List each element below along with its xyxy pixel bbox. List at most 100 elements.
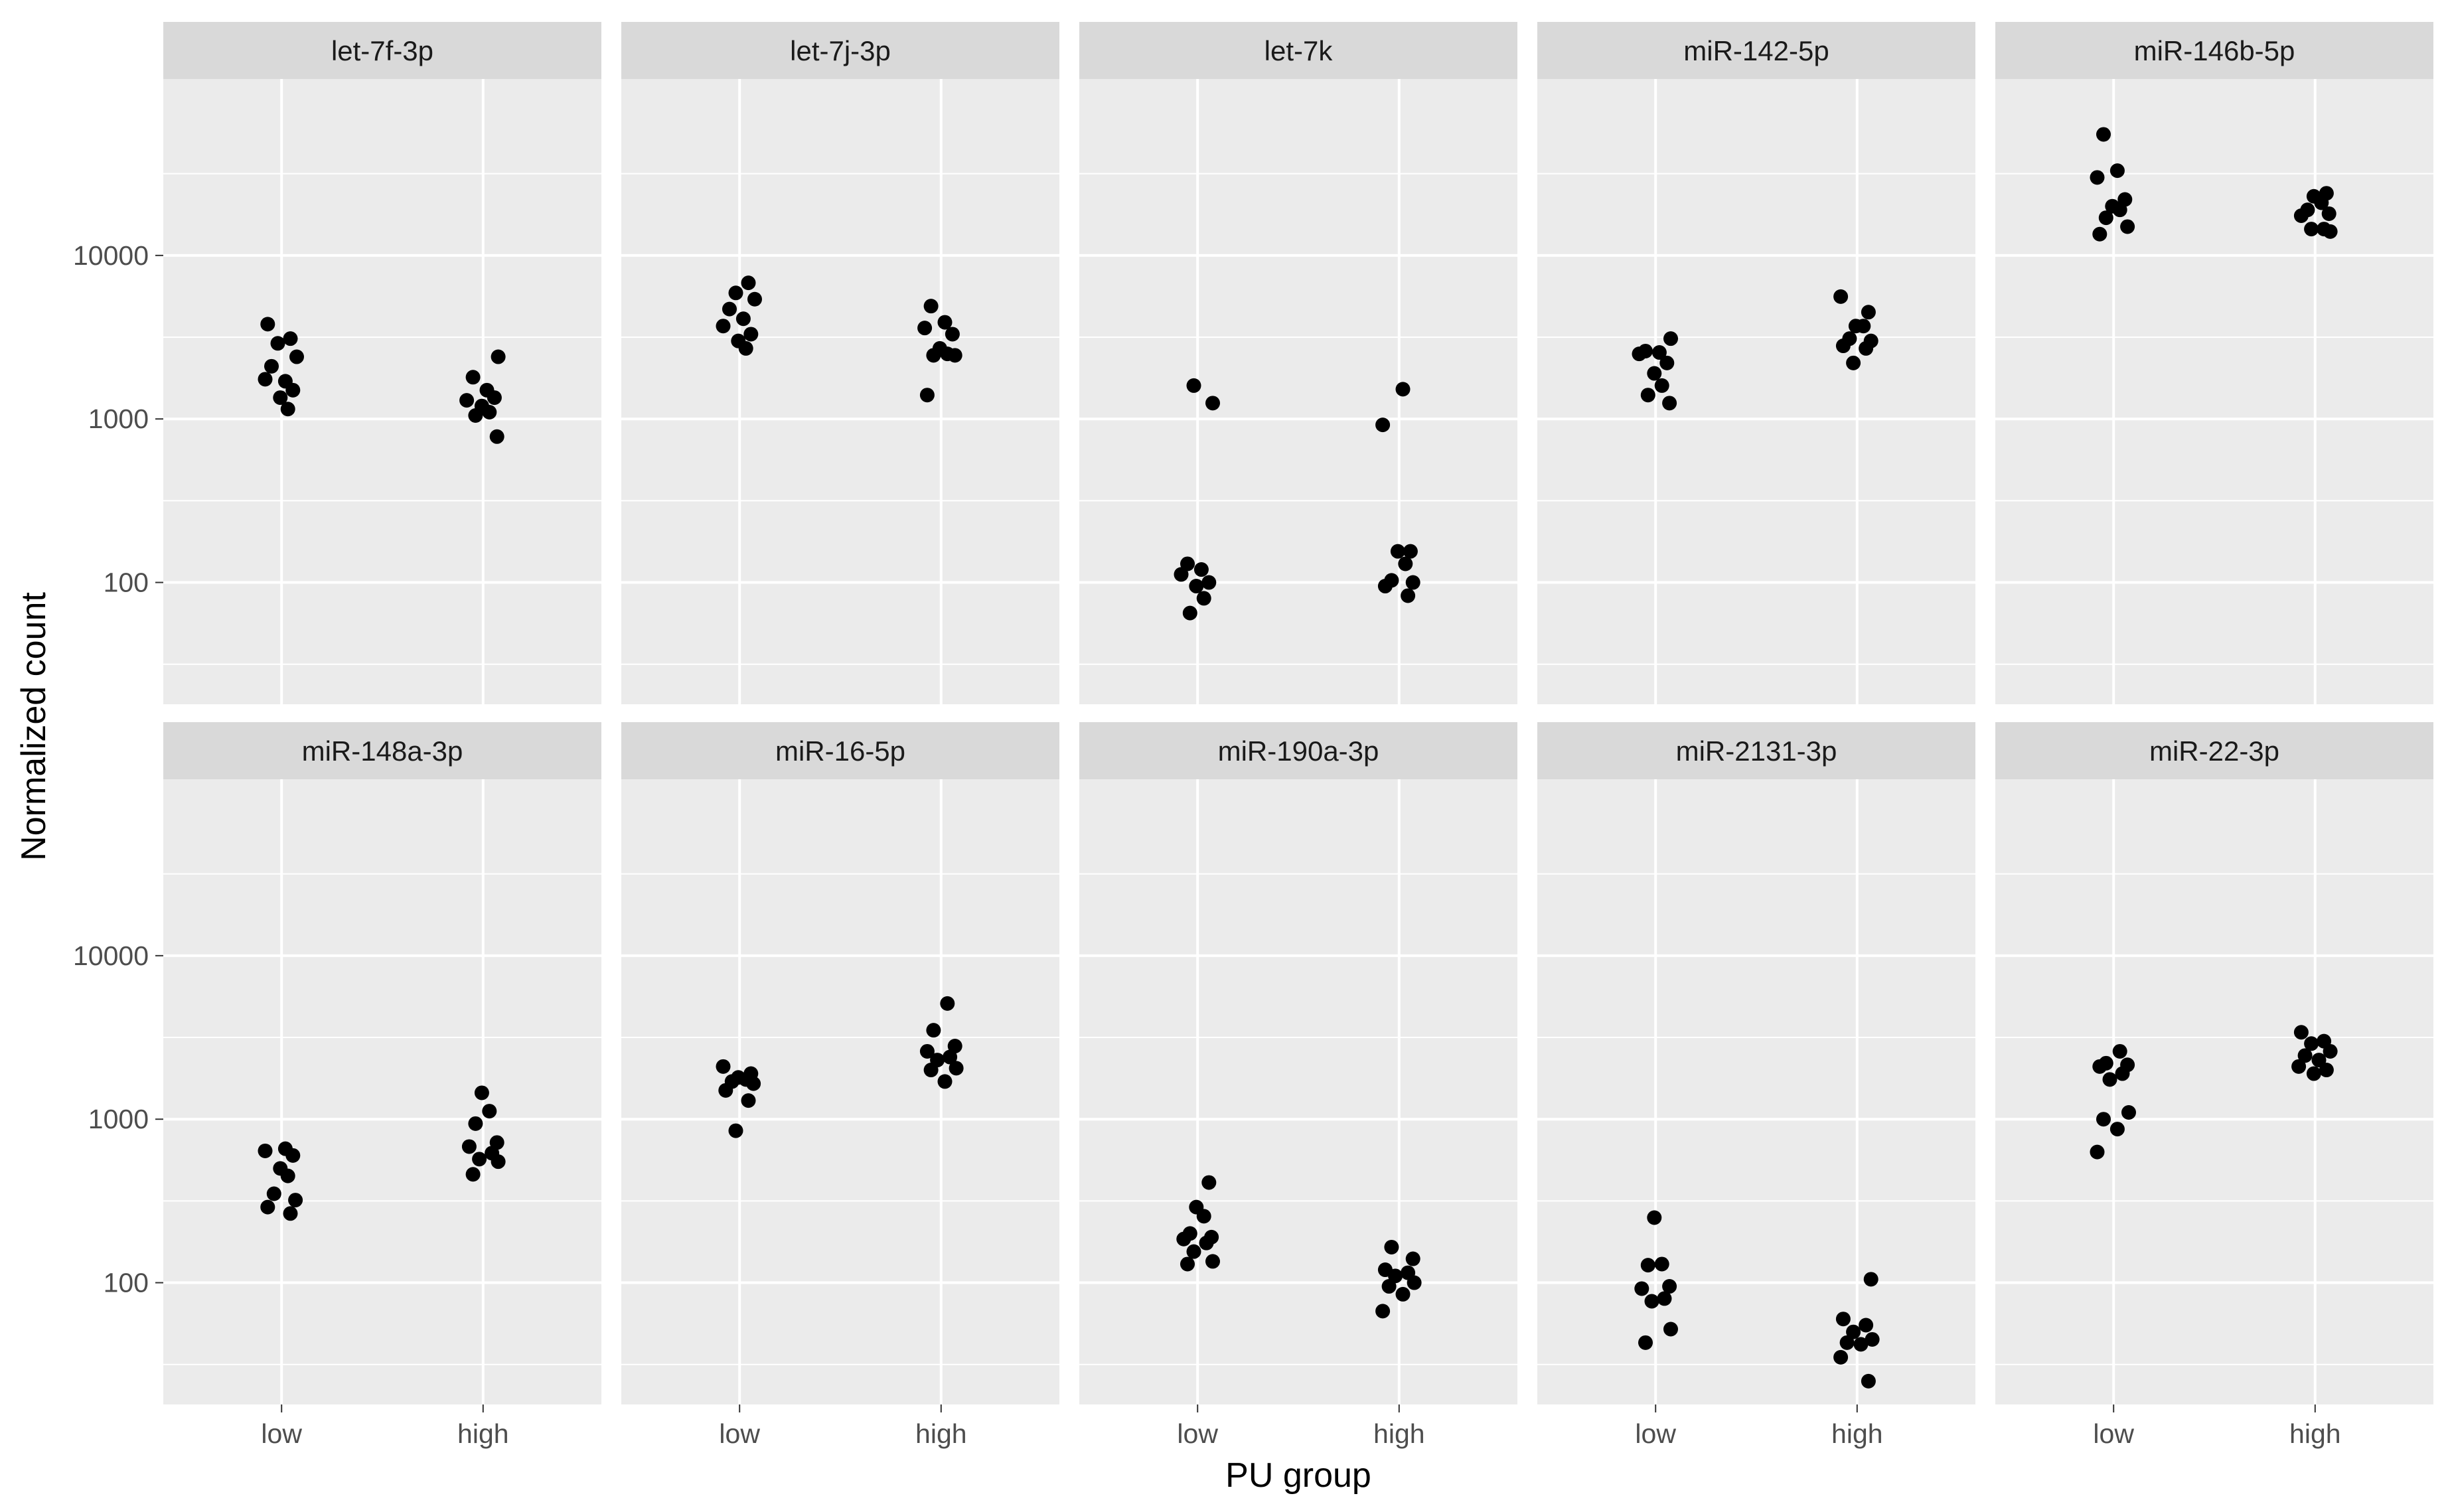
data-point (1193, 562, 1209, 577)
data-point (919, 388, 935, 403)
data-point (1846, 1324, 1861, 1339)
data-point (1180, 556, 1195, 571)
panel-background (1995, 779, 2433, 1404)
data-point (1189, 579, 1204, 594)
data-point (1407, 1275, 1422, 1290)
x-tick-labels: low high low high low high low high low high (261, 1404, 2341, 1449)
data-point (1405, 1251, 1420, 1266)
data-point (1657, 1291, 1672, 1306)
facets-layer: let-7f-3p let-7j-3p let-7k miR-142-5p miR-14… (163, 22, 2433, 1404)
data-point (1662, 396, 1677, 411)
facet-strip-label: miR-190a-3p (1218, 735, 1379, 767)
data-point (474, 1085, 489, 1100)
data-point (1846, 355, 1861, 370)
facet-strip (1995, 722, 2433, 779)
data-point (945, 327, 960, 342)
data-point (1833, 289, 1849, 304)
data-point (280, 402, 295, 417)
facet-strip (621, 22, 1059, 79)
data-point (1833, 1349, 1849, 1365)
data-point (743, 327, 759, 342)
facet-strip (1079, 22, 1517, 79)
data-point (2120, 219, 2135, 234)
data-point (461, 1139, 477, 1154)
data-point (2323, 1043, 2338, 1059)
data-point (1839, 1335, 1855, 1350)
data-point (491, 349, 506, 364)
data-point (468, 408, 483, 423)
data-point (1174, 567, 1189, 582)
data-point (1390, 544, 1405, 559)
data-point (1634, 1281, 1649, 1296)
data-point (716, 319, 731, 334)
data-point (2304, 222, 2319, 237)
facet-panel: let-7j-3p (621, 22, 1059, 704)
data-point (459, 393, 475, 408)
data-point (270, 336, 285, 351)
data-point (1180, 1256, 1195, 1272)
data-point (1186, 378, 1201, 393)
data-point (1186, 1244, 1201, 1259)
facet-strip (163, 22, 601, 79)
facet-strip-label: miR-146b-5p (2134, 35, 2295, 66)
data-point (285, 1148, 301, 1163)
panel-background (621, 779, 1059, 1404)
data-point (1859, 1318, 1874, 1333)
data-point (747, 291, 762, 307)
data-point (1401, 588, 1416, 603)
data-point (1205, 396, 1220, 411)
data-point (741, 1093, 756, 1108)
y-tick-label: 1000 (88, 1104, 149, 1134)
data-point (1377, 579, 1393, 594)
data-point (1196, 591, 1211, 606)
panel-background (163, 79, 601, 704)
data-point (2115, 1066, 2130, 1081)
data-point (1865, 1331, 1880, 1347)
data-point (468, 1116, 483, 1131)
facet-strip (163, 722, 601, 779)
data-point (2314, 195, 2329, 210)
panel-background (1079, 779, 1517, 1404)
data-point (1835, 1312, 1851, 1327)
facet-strip (1995, 22, 2433, 79)
facet-panel: let-7k (1079, 22, 1517, 704)
facet-strip-label: miR-16-5p (775, 735, 905, 767)
data-point (288, 1193, 303, 1208)
data-point (489, 429, 504, 444)
data-point (1201, 1175, 1217, 1190)
data-point (289, 349, 304, 364)
data-point (937, 315, 953, 330)
data-point (1663, 1322, 1678, 1337)
data-point (2092, 226, 2107, 242)
data-point (2102, 1072, 2117, 1087)
panel-background (1079, 79, 1517, 704)
data-point (2293, 1025, 2309, 1040)
data-point (735, 311, 751, 327)
data-point (2109, 1122, 2125, 1137)
data-point (258, 372, 273, 387)
facet-panel: miR-16-5p (621, 722, 1059, 1404)
x-tick-label: low (261, 1418, 302, 1449)
y-tick-label: 10000 (73, 240, 149, 271)
data-point (1375, 417, 1391, 433)
data-point (722, 301, 737, 317)
data-point (1381, 1279, 1397, 1294)
data-point (1663, 331, 1678, 346)
facet-panel: miR-22-3p (1995, 722, 2433, 1404)
facet-panel: miR-2131-3p (1537, 722, 1975, 1404)
data-point (1856, 319, 1871, 334)
data-point (1205, 1254, 1220, 1269)
x-tick-label: low (719, 1418, 760, 1449)
facet-strip-label: let-7f-3p (331, 35, 433, 66)
facet-strip-label: miR-148a-3p (302, 735, 463, 767)
data-point (926, 348, 941, 363)
data-point (1861, 1373, 1876, 1389)
data-point (1201, 575, 1217, 590)
data-point (264, 358, 279, 374)
data-point (2112, 1043, 2127, 1059)
data-point (1853, 1337, 1869, 1352)
data-point (2311, 1053, 2327, 1068)
data-point (2321, 206, 2336, 221)
data-point (482, 404, 497, 419)
